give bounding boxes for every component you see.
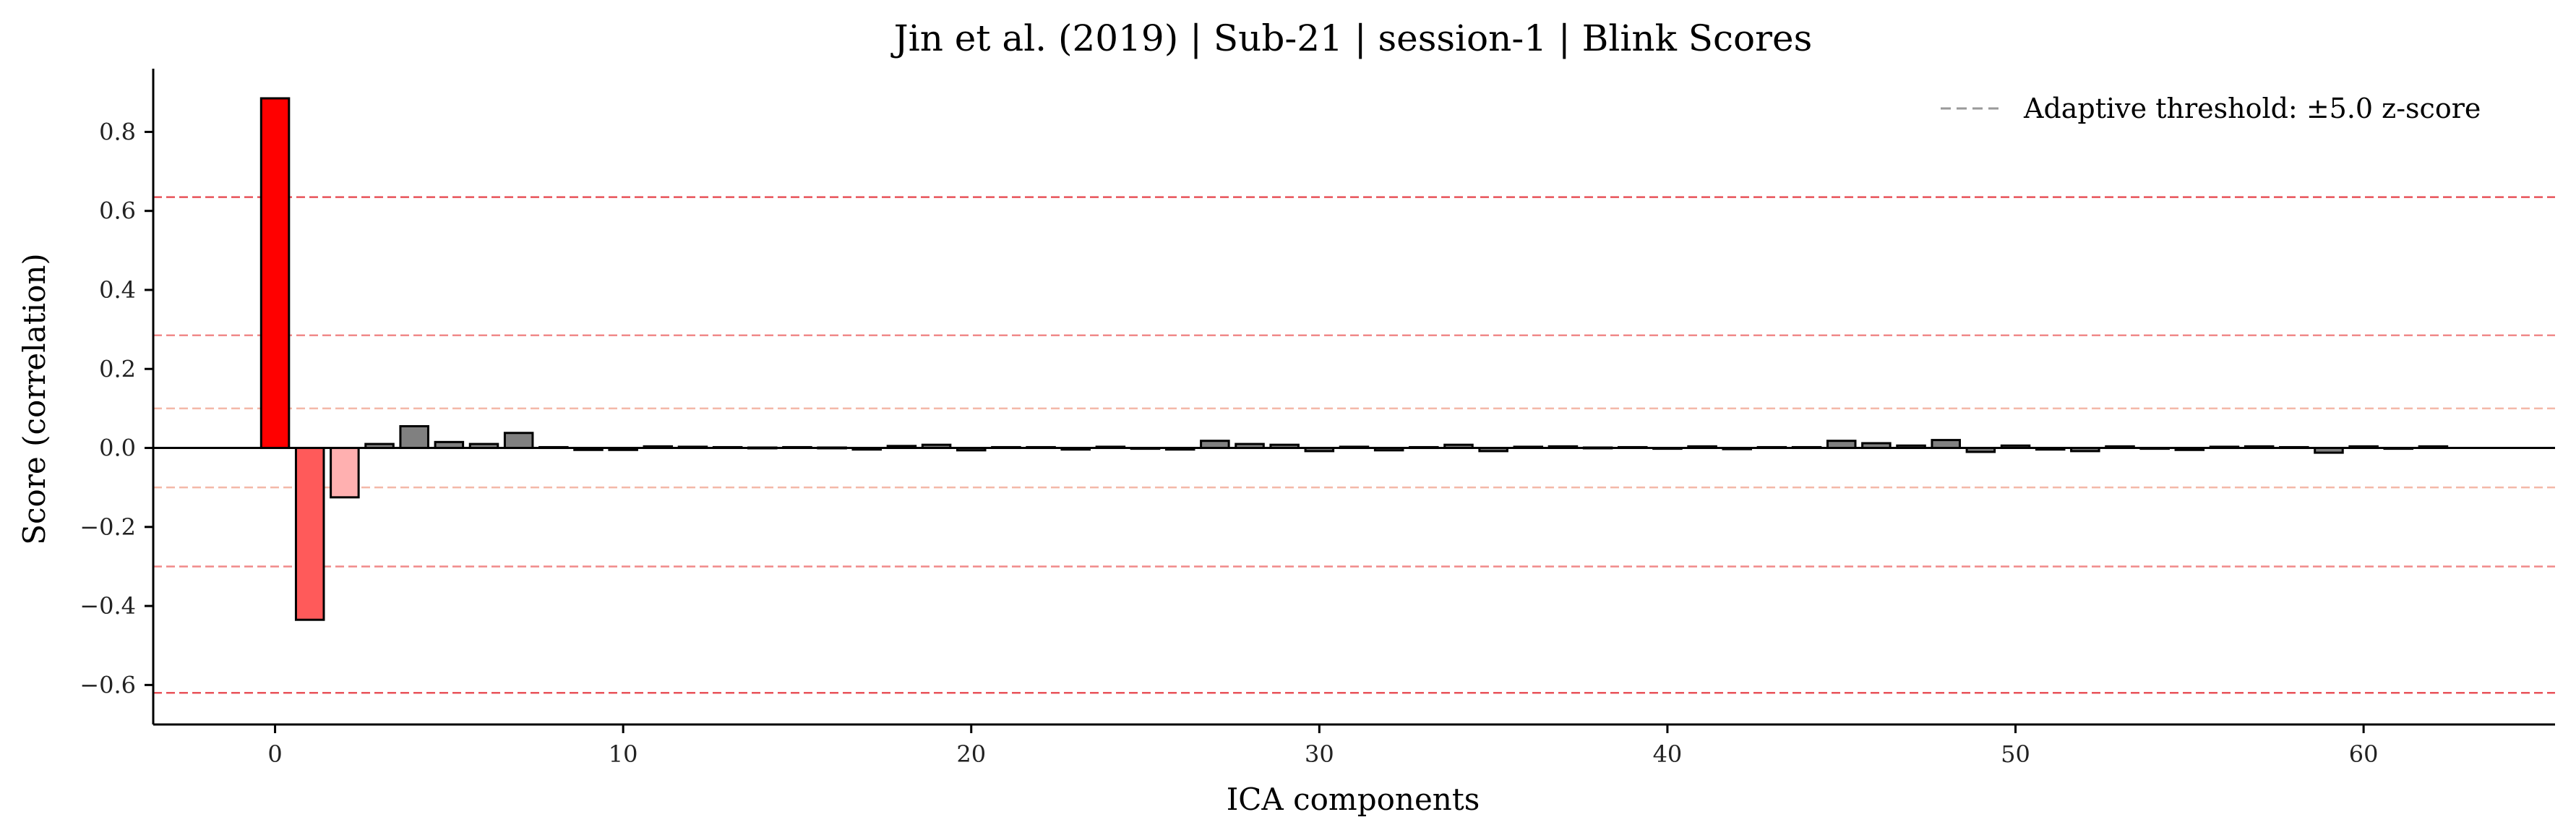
bar [1931, 439, 1961, 450]
bar [1618, 445, 1648, 450]
x-tick-label: 20 [956, 740, 986, 768]
bar [1861, 442, 1892, 450]
bar [1339, 445, 1370, 450]
bar [1547, 445, 1579, 450]
y-tick-label: −0.4 [80, 592, 136, 620]
bar [2174, 447, 2205, 451]
y-tick-label: 0.2 [99, 355, 136, 382]
bar [2348, 445, 2379, 450]
bar [1478, 447, 1508, 453]
bar [956, 447, 987, 452]
bar [712, 445, 743, 450]
bar [1513, 445, 1544, 450]
bar [1443, 443, 1474, 450]
chart-title: Jin et al. (2019) | Sub-21 | session-1 |… [890, 17, 1813, 59]
bar [1269, 443, 1300, 450]
bar [782, 445, 812, 450]
bar [886, 445, 917, 450]
x-axis-label: ICA components [1227, 782, 1480, 817]
bar [2418, 445, 2449, 450]
bar [330, 447, 360, 499]
y-tick-label: 0.0 [99, 435, 136, 462]
x-tick-label: 60 [2349, 740, 2379, 768]
legend-threshold-label: Adaptive threshold: ±5.0 z-score [2023, 93, 2481, 124]
bar [2279, 445, 2309, 450]
bar [259, 97, 291, 450]
bar [1200, 440, 1230, 450]
bar [1130, 447, 1161, 450]
bar [2000, 444, 2031, 450]
bar [1235, 442, 1265, 450]
y-tick-label: 0.4 [99, 276, 136, 304]
bars [259, 97, 2449, 621]
bar [851, 447, 883, 451]
y-tick-label: −0.2 [80, 513, 136, 541]
bar [1652, 447, 1683, 450]
bar [608, 447, 638, 451]
legend: Adaptive threshold: ±5.0 z-score [1941, 93, 2481, 124]
bar [1896, 444, 1926, 450]
bar [364, 442, 395, 450]
bar [2070, 447, 2100, 453]
bar [1026, 445, 1056, 450]
bar [1409, 445, 1439, 450]
bar [503, 432, 534, 450]
bar [677, 445, 708, 450]
bar [1164, 447, 1195, 451]
bar [1791, 445, 1822, 450]
bar [2209, 445, 2240, 450]
bar [2244, 445, 2275, 450]
bar [1756, 445, 1787, 450]
x-ticks: 0 10 20 30 40 50 60 [267, 724, 2378, 768]
bar [294, 447, 325, 621]
bar [2139, 447, 2170, 450]
y-ticks: −0.6 −0.4 −0.2 0.0 0.2 0.4 0.6 0.8 [80, 118, 153, 698]
bar [1965, 447, 1996, 453]
bar [643, 445, 674, 450]
bar [399, 424, 429, 450]
bar [1060, 447, 1091, 451]
x-tick-label: 10 [609, 740, 638, 768]
y-tick-label: −0.6 [80, 671, 136, 698]
bar [1095, 445, 1126, 450]
y-tick-label: 0.6 [99, 197, 136, 225]
bar [1373, 447, 1404, 452]
y-axis-label: Score (correlation) [17, 253, 52, 545]
bar [1304, 447, 1335, 453]
x-tick-label: 50 [2001, 740, 2030, 768]
y-tick-label: 0.8 [99, 118, 136, 145]
bar [1687, 445, 1717, 450]
bar [2035, 447, 2066, 451]
x-tick-label: 30 [1305, 740, 1334, 768]
bar [2383, 447, 2414, 450]
bar [2314, 447, 2344, 454]
x-tick-label: 0 [267, 740, 282, 768]
bar [538, 445, 569, 450]
bar [991, 445, 1021, 450]
bar [1722, 447, 1753, 450]
bar [1826, 440, 1857, 450]
bar [573, 447, 604, 451]
bar [921, 443, 952, 450]
threshold-lines [153, 196, 2555, 694]
x-tick-label: 40 [1653, 740, 1683, 768]
bar [434, 440, 465, 450]
bar [468, 442, 499, 450]
bar [2105, 445, 2135, 450]
